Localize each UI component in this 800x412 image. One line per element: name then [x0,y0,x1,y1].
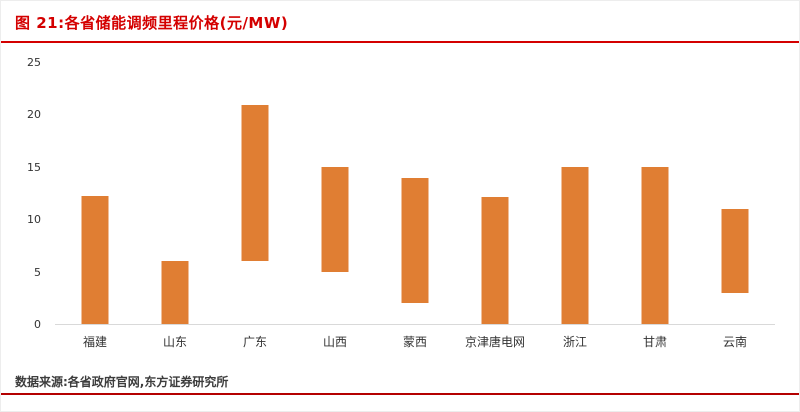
y-tick-label: 5 [34,265,41,279]
chart-area: 0 5 10 15 20 25 福建 山东 广东 山西 蒙西 京津唐电网 浙江 甘肃 云南 [13,51,777,359]
y-tick-label: 25 [27,56,41,69]
range-bar [481,196,509,324]
figure-title: 图 21:各省储能调频里程价格(元/MW) [15,14,289,32]
category-label: 福建 [82,335,107,349]
category-label: 山东 [162,335,187,349]
y-axis: 0 5 10 15 20 25 [13,56,49,331]
category-label: 云南 [722,335,747,349]
category-label: 山西 [322,335,347,349]
y-tick-label: 10 [27,213,41,227]
bar-column: 京津唐电网 [455,63,535,349]
source-note: 数据来源:各省政府官网,东方证券研究所 [15,375,229,389]
range-bar [321,167,349,272]
category-label: 广东 [242,335,267,349]
category-label: 京津唐电网 [464,335,525,349]
figure-header: 图 21:各省储能调频里程价格(元/MW) [1,1,799,43]
category-label: 甘肃 [642,335,667,349]
bar-column: 山东 [135,63,215,349]
y-tick-label: 20 [27,108,41,122]
category-label: 蒙西 [402,335,427,349]
bottom-rule [1,393,799,395]
bar-column: 山西 [295,63,375,349]
range-bar [401,177,429,304]
bar-column: 甘肃 [615,63,695,349]
y-tick-label: 15 [27,160,41,174]
bar-column: 蒙西 [375,63,455,349]
category-label: 浙江 [562,335,587,349]
range-bar [641,167,669,324]
range-bar [561,167,589,324]
plot-area: 福建 山东 广东 山西 蒙西 京津唐电网 浙江 甘肃 云南 [55,63,775,349]
bar-column: 云南 [695,63,775,349]
bar-column: 广东 [215,63,295,349]
range-bar [721,209,749,293]
range-bar [161,261,189,324]
range-bar [241,104,269,262]
bar-column: 福建 [55,63,135,349]
range-bar [81,195,109,324]
bar-column: 浙江 [535,63,615,349]
y-tick-label: 0 [34,318,41,331]
